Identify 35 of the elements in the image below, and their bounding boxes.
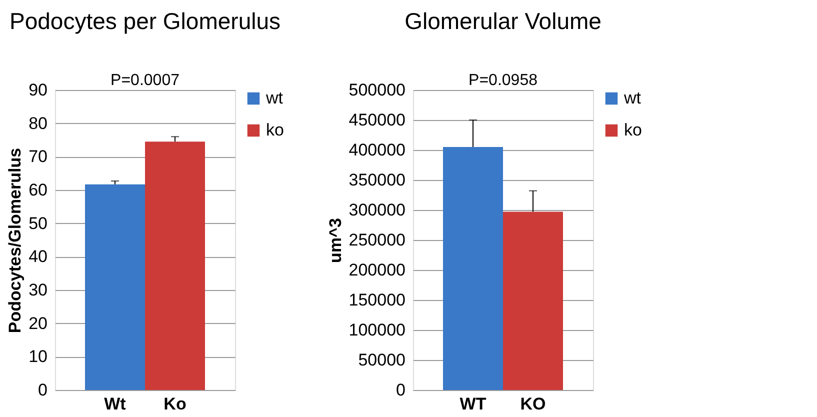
text: P=0.0958 — [468, 72, 538, 89]
y-tick-label: 10 — [28, 347, 48, 366]
x-tick-label: WT — [460, 394, 487, 414]
y-tick-label: 300000 — [348, 200, 406, 220]
y-tick-label: 60 — [28, 180, 48, 200]
y-tick-label: 30 — [28, 280, 48, 300]
x-tick-label: Wt — [104, 394, 126, 414]
y-tick-label: 500000 — [348, 80, 406, 100]
y-tick-label: 70 — [28, 147, 48, 166]
y-tick-label: 80 — [28, 114, 48, 133]
text: P=0.0007 — [110, 72, 180, 89]
y-tick-label: 450000 — [348, 110, 406, 130]
legend-label: wt — [623, 88, 642, 108]
legend-label: ko — [266, 120, 284, 140]
chart-title: Podocytes per Glomerulus — [9, 8, 281, 34]
x-tick-label: KO — [520, 394, 546, 414]
y-tick-label: 350000 — [348, 170, 406, 190]
y-tick-label: 20 — [28, 314, 48, 333]
y-tick-label: 0 — [396, 380, 406, 400]
y-tick-label: 100000 — [348, 320, 406, 340]
y-axis-title: Podocytes/Glomerulus — [6, 148, 25, 334]
y-tick-label: 90 — [28, 80, 48, 100]
y-tick-label: 0 — [38, 380, 48, 400]
y-axis-title: um^3 — [326, 218, 345, 263]
y-tick-label: 150000 — [348, 290, 406, 310]
legend-label: wt — [265, 88, 284, 108]
y-tick-label: 400000 — [348, 140, 406, 160]
y-tick-label: 200000 — [348, 260, 406, 280]
chart-title: Glomerular Volume — [404, 8, 602, 34]
x-tick-label: Ko — [164, 394, 186, 414]
y-tick-label: 50000 — [358, 350, 406, 370]
legend-label: ko — [624, 120, 642, 140]
y-tick-label: 50 — [28, 214, 48, 233]
y-tick-label: 250000 — [348, 230, 406, 250]
y-tick-label: 40 — [28, 247, 48, 266]
